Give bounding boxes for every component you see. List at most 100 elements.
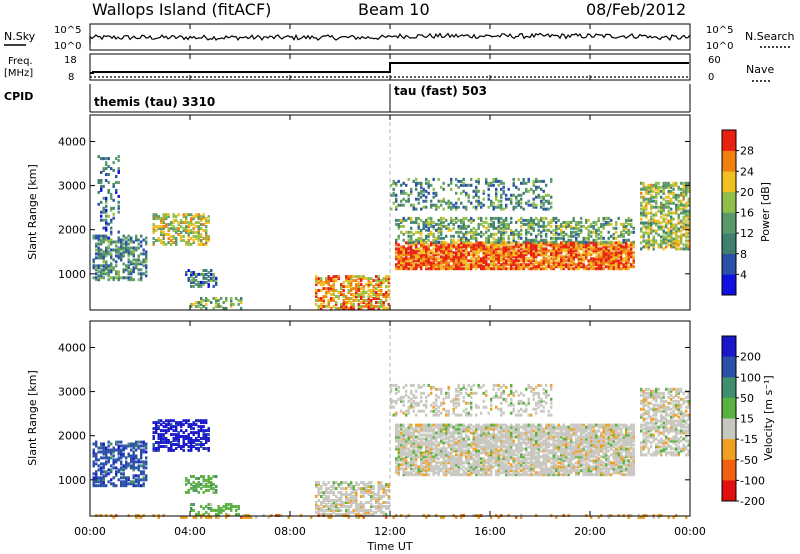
heatmap-cell	[417, 193, 420, 197]
heatmap-cell	[440, 451, 443, 455]
heatmap-cell	[410, 253, 413, 257]
heatmap-cell	[537, 228, 540, 232]
heatmap-cell	[127, 452, 130, 456]
heatmap-cell	[165, 445, 168, 448]
heatmap-cell	[560, 232, 563, 236]
heatmap-cell	[102, 218, 105, 222]
heatmap-cell	[495, 177, 498, 181]
heatmap-cell	[512, 249, 515, 253]
heatmap-cell	[200, 280, 203, 284]
heatmap-cell	[367, 491, 370, 495]
heatmap-cell	[100, 171, 103, 174]
heatmap-cell	[412, 429, 415, 433]
heatmap-cell	[590, 230, 593, 234]
heatmap-cell	[370, 495, 373, 498]
heatmap-cell	[462, 259, 465, 263]
heatmap-cell	[567, 222, 570, 226]
heatmap-cell	[627, 255, 630, 259]
heatmap-cell	[550, 230, 553, 234]
heatmap-cell	[447, 201, 450, 205]
heatmap-cell	[570, 230, 573, 234]
heatmap-cell	[225, 297, 228, 300]
heatmap-cell	[522, 243, 525, 247]
heatmap-cell	[352, 510, 355, 514]
heatmap-cell	[410, 247, 413, 251]
heatmap-cell	[427, 463, 430, 467]
heatmap-cell	[450, 220, 453, 224]
heatmap-cell	[330, 306, 333, 310]
heatmap-cell	[317, 299, 320, 302]
heatmap-cell	[627, 265, 630, 269]
heatmap-cell	[675, 181, 678, 185]
heatmap-cell	[520, 245, 523, 249]
heatmap-cell	[207, 484, 210, 488]
heatmap-cell	[460, 220, 463, 224]
heatmap-cell	[342, 285, 345, 289]
heatmap-cell	[572, 218, 575, 222]
heatmap-cell	[190, 441, 193, 444]
heatmap-cell	[157, 225, 160, 229]
heatmap-cell	[492, 205, 495, 209]
heatmap-cell	[475, 249, 478, 253]
heatmap-cell	[442, 249, 445, 253]
heatmap-cell	[647, 243, 650, 247]
heatmap-cell	[125, 248, 128, 252]
heatmap-cell	[205, 505, 208, 508]
heatmap-cell	[132, 248, 135, 252]
heatmap-cell	[410, 443, 413, 447]
heatmap-cell	[547, 201, 550, 205]
heatmap-cell	[200, 429, 203, 433]
heatmap-cell	[240, 297, 243, 300]
freq-panel: Freq. [MHz] 18 8 60 0 Nave	[4, 53, 774, 83]
heatmap-cell	[420, 195, 423, 199]
heatmap-cell	[432, 259, 435, 263]
heatmap-cell	[625, 251, 628, 255]
heatmap-cell	[325, 487, 328, 491]
heatmap-cell	[360, 275, 363, 279]
heatmap-cell	[595, 243, 598, 247]
heatmap-cell	[352, 501, 355, 504]
heatmap-cell	[467, 193, 470, 197]
heatmap-cell	[425, 199, 428, 203]
heatmap-cell	[427, 222, 430, 226]
heatmap-cell	[465, 230, 468, 234]
heatmap-cell	[420, 245, 423, 249]
heatmap-cell	[440, 423, 443, 427]
heatmap-cell	[510, 259, 513, 263]
heatmap-cell	[342, 289, 345, 292]
heatmap-cell	[165, 441, 168, 444]
heatmap-cell	[120, 456, 123, 460]
heatmap-cell	[105, 462, 108, 466]
heatmap-cell	[687, 239, 690, 243]
heatmap-cell	[430, 449, 433, 453]
heatmap-cell	[350, 297, 353, 300]
heatmap-cell	[130, 444, 133, 448]
heatmap-cell	[175, 435, 178, 438]
heatmap-cell	[435, 238, 438, 242]
heatmap-cell	[115, 472, 118, 476]
heatmap-cell	[630, 265, 633, 269]
heatmap-cell	[422, 465, 425, 469]
heatmap-cell	[102, 210, 105, 214]
heatmap-cell	[532, 218, 535, 222]
heatmap-cell	[347, 297, 350, 300]
heatmap-cell	[112, 212, 115, 216]
heatmap-cell	[490, 245, 493, 249]
heatmap-cell	[477, 216, 480, 220]
heatmap-cell	[380, 495, 383, 498]
heatmap-cell	[332, 503, 335, 506]
heatmap-cell	[545, 224, 548, 228]
heatmap-cell	[470, 177, 473, 181]
heatmap-cell	[542, 257, 545, 261]
heatmap-cell	[160, 437, 163, 440]
heatmap-cell	[357, 302, 360, 306]
heatmap-cell	[105, 218, 108, 222]
heatmap-cell	[597, 255, 600, 259]
heatmap-cell	[95, 266, 98, 270]
heatmap-cell	[385, 485, 388, 489]
heatmap-cell	[117, 250, 120, 254]
heatmap-cell	[342, 306, 345, 310]
heatmap-cell	[192, 272, 195, 276]
heatmap-cell	[472, 189, 475, 193]
heatmap-cell	[100, 276, 103, 280]
